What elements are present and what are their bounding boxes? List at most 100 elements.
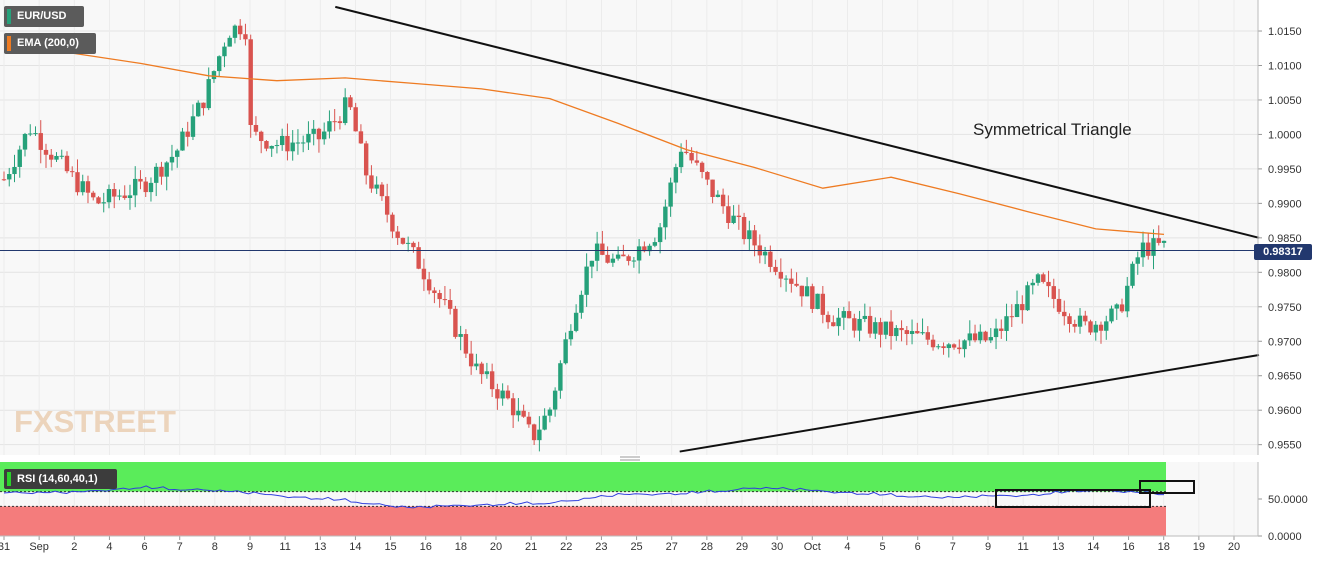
ema-legend[interactable]: EMA (200,0) — [4, 33, 96, 54]
y-tick-label: 0.9750 — [1268, 302, 1302, 314]
candle-body — [962, 340, 967, 350]
x-tick-label: 6 — [915, 541, 921, 553]
time-axis: 31 Sep 2 4 6 7 8 9 11 13 14 15 16 18 20 21 22 23 25 27 28 29 3… — [0, 535, 1258, 553]
symbol-legend[interactable]: EUR/USD — [4, 6, 84, 27]
candle-body — [70, 171, 75, 173]
x-tick-label: 16 — [420, 541, 432, 553]
candle-body — [626, 256, 631, 261]
candle-body — [253, 124, 259, 132]
last-price-tag: 0.98317 — [1254, 244, 1312, 260]
x-tick-label: 9 — [247, 541, 253, 553]
candle-body — [190, 116, 196, 137]
x-tick-label: 13 — [314, 541, 326, 553]
candle-body — [878, 322, 883, 335]
candle-body — [321, 131, 327, 140]
candle-body — [311, 128, 316, 134]
candle-body — [112, 189, 117, 197]
rsi-oversold-zone — [0, 506, 1166, 536]
x-tick-label: 30 — [771, 541, 783, 553]
candle-body — [1140, 242, 1146, 258]
candle-body — [731, 215, 736, 223]
y-tick-label: 0.9550 — [1268, 440, 1302, 452]
candle-body — [217, 56, 222, 72]
candle-body — [584, 266, 589, 295]
candle-body — [143, 181, 148, 193]
candle-body — [542, 415, 547, 430]
candle-body — [290, 142, 295, 152]
candle-body — [663, 206, 668, 228]
candle-body — [951, 344, 957, 348]
rsi-legend[interactable]: RSI (14,60,40,1) — [4, 469, 117, 489]
candle-body — [920, 332, 925, 334]
candle-body — [621, 254, 626, 257]
candle-body — [715, 194, 721, 197]
candle-body — [279, 135, 285, 146]
candle-body — [411, 242, 416, 248]
x-tick-label: 20 — [1228, 541, 1240, 553]
candle-body — [164, 162, 169, 177]
candle-body — [1067, 316, 1072, 325]
candle-body — [180, 131, 185, 151]
pattern-annotation: Symmetrical Triangle — [973, 120, 1132, 139]
candle-body — [573, 312, 579, 331]
rsi-swatch — [7, 472, 11, 486]
candle-body — [353, 107, 358, 132]
candle-body — [1077, 315, 1083, 327]
candle-body — [857, 318, 862, 331]
x-tick-label: 9 — [985, 541, 991, 553]
candle-body — [500, 390, 505, 399]
candle-body — [1025, 285, 1030, 311]
candle-body — [642, 246, 647, 252]
candle-body — [841, 311, 847, 318]
x-tick-label: 22 — [560, 541, 572, 553]
y-tick-label: 0.9700 — [1268, 336, 1302, 348]
candle-body — [106, 189, 112, 203]
candle-body — [1146, 242, 1151, 256]
candle-body — [43, 149, 49, 155]
candle-body — [1161, 240, 1167, 243]
candle-body — [988, 337, 993, 341]
candle-body — [332, 121, 337, 123]
candle-body — [64, 155, 70, 172]
candle-body — [1088, 321, 1093, 333]
candle-body — [222, 46, 227, 57]
candle-body — [258, 131, 264, 142]
candle-body — [867, 315, 873, 334]
x-tick-label: 7 — [177, 541, 183, 553]
candle-body — [269, 145, 274, 149]
candle-body — [815, 293, 820, 309]
x-tick-label: 14 — [1087, 541, 1099, 553]
candle-body — [248, 39, 253, 125]
pane-resize-handle[interactable] — [620, 456, 640, 461]
candle-body — [479, 363, 484, 375]
candle-body — [337, 121, 343, 124]
candle-body — [295, 142, 301, 144]
candle-body — [831, 322, 836, 327]
candle-body — [327, 121, 332, 132]
x-tick-label: 21 — [525, 541, 537, 553]
candle-body — [363, 143, 369, 176]
candle-body — [300, 142, 306, 144]
x-tick-label: 25 — [630, 541, 642, 553]
candle-body — [1119, 304, 1125, 312]
candle-body — [33, 133, 38, 135]
candle-body — [264, 141, 269, 149]
y-tick-label: 0.9850 — [1268, 233, 1302, 245]
candle-body — [306, 133, 311, 143]
candle-body — [175, 150, 180, 157]
candle-body — [946, 344, 951, 349]
candle-body — [91, 192, 96, 198]
candle-body — [196, 102, 201, 117]
candle-body — [342, 97, 348, 124]
candle-body — [22, 133, 28, 150]
trendline — [335, 5, 1260, 239]
candle-body — [668, 182, 673, 207]
candle-body — [983, 331, 988, 341]
candle-body — [211, 71, 217, 80]
candle-body — [552, 390, 558, 410]
candle-body — [201, 102, 206, 109]
candle-body — [1109, 308, 1114, 322]
rsi-overbought-zone — [0, 462, 1166, 492]
